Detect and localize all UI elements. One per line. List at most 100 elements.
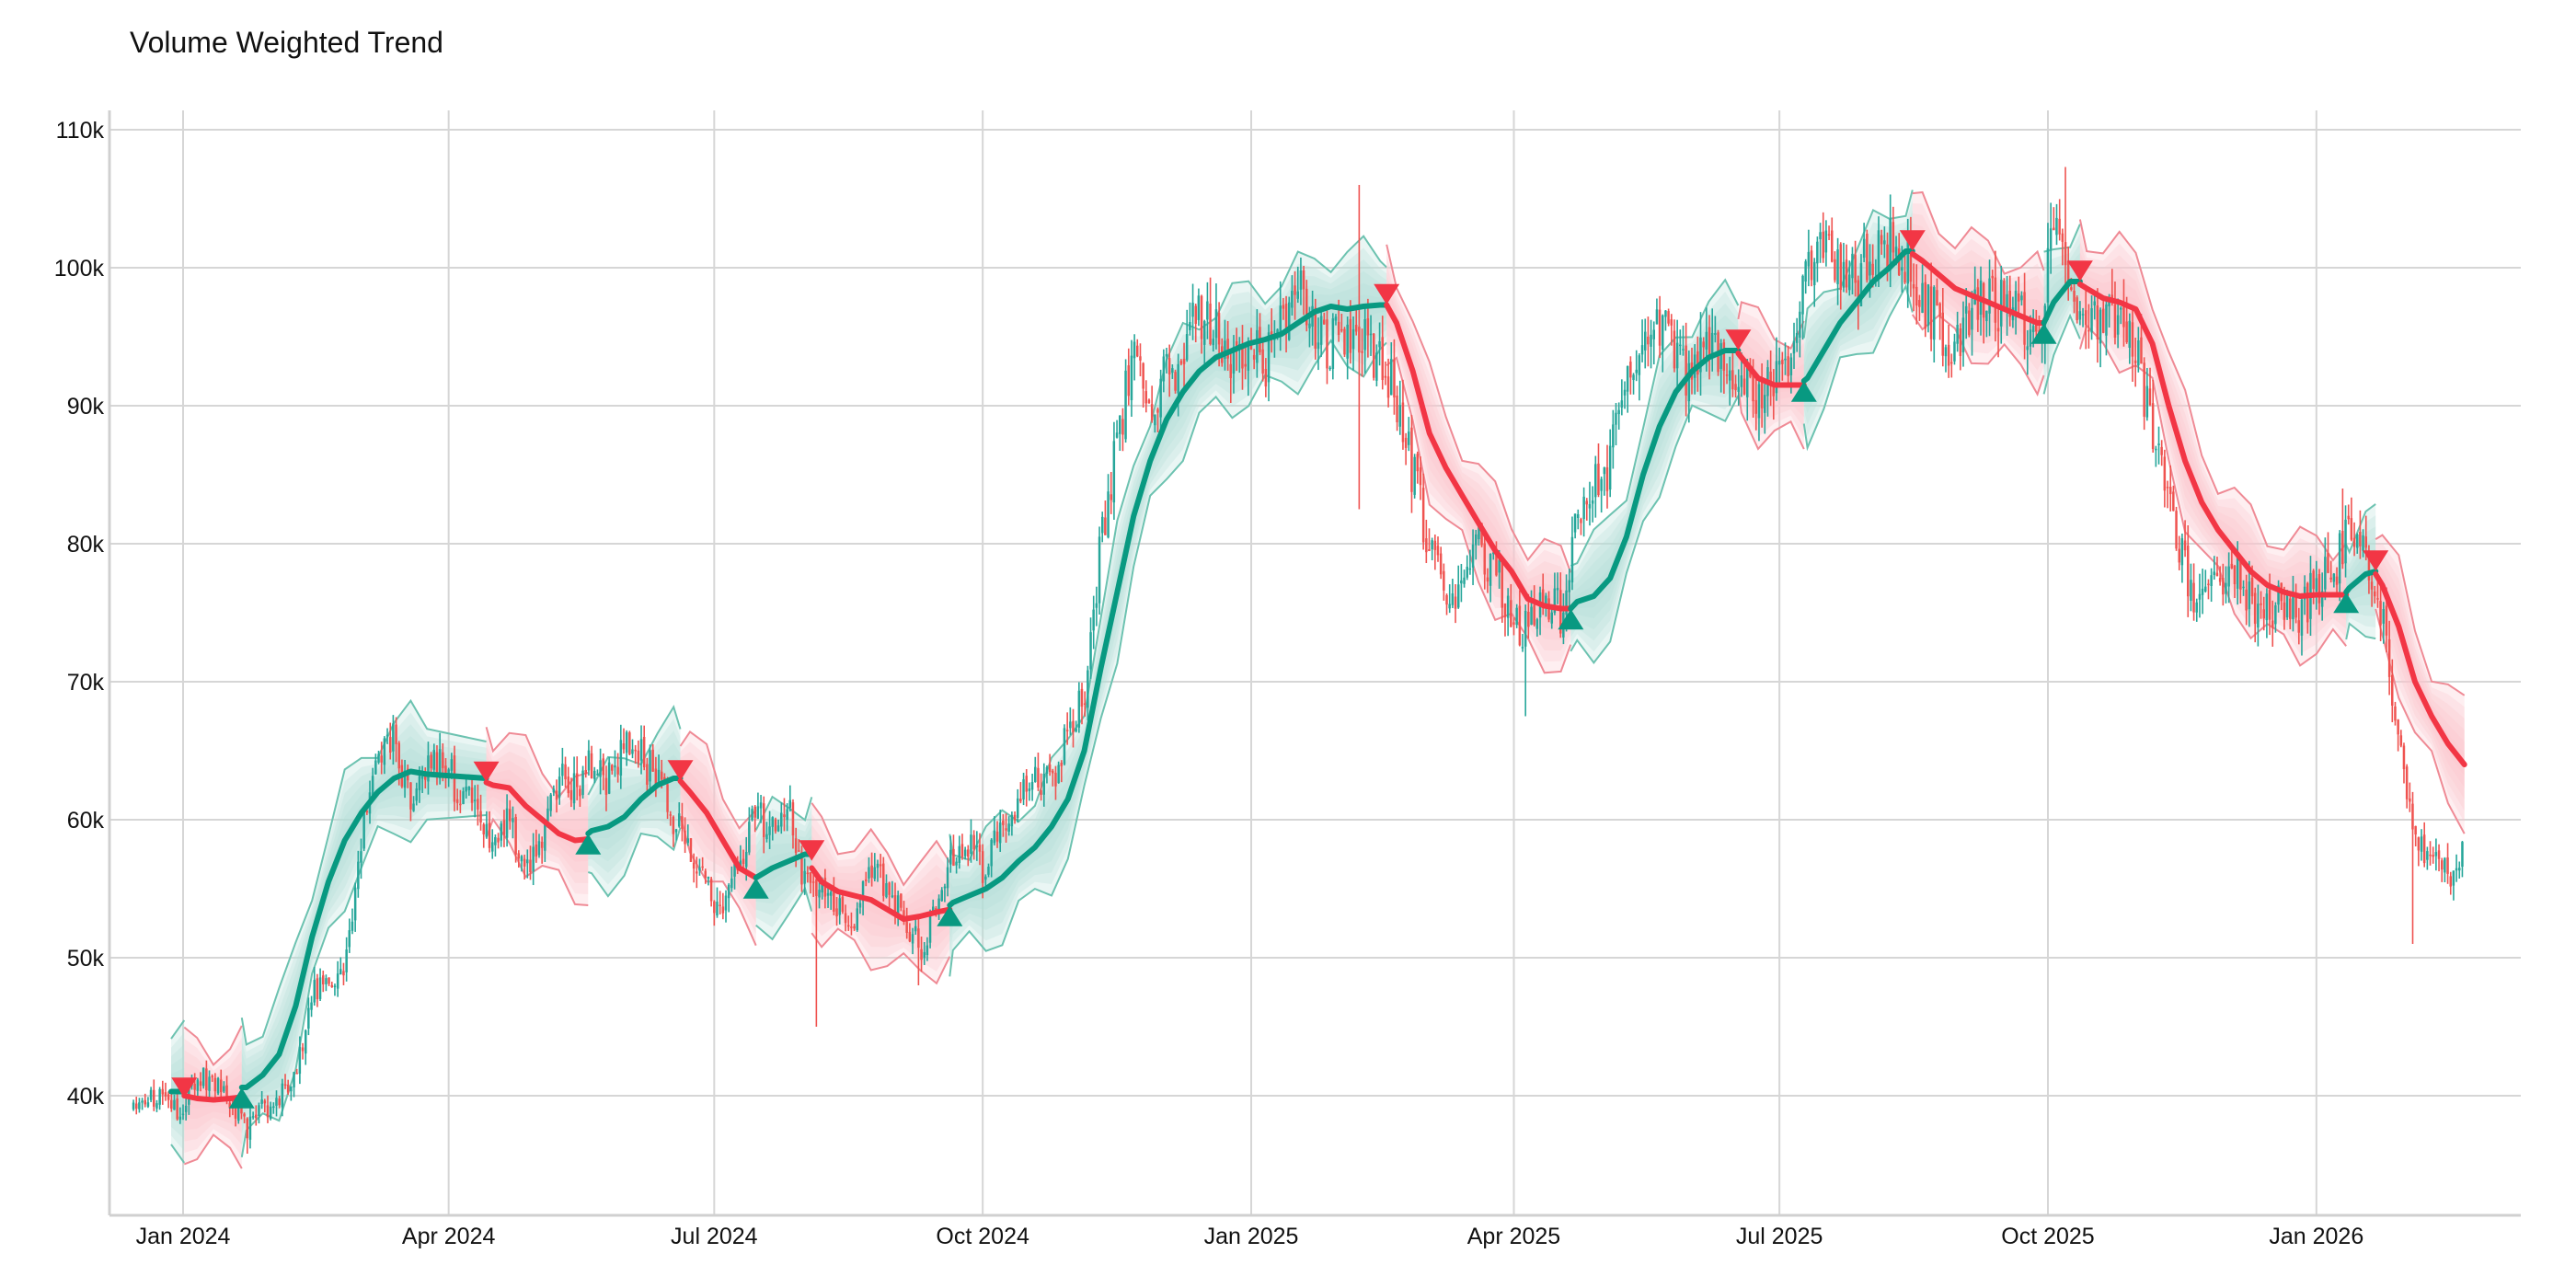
bear-trend-segment	[181, 1093, 245, 1103]
bear-candle	[1410, 415, 1413, 513]
bear-candle	[622, 728, 626, 754]
bull-candle	[348, 918, 351, 953]
bear-candle	[791, 799, 795, 849]
bull-candle	[1655, 298, 1659, 325]
bull-candle	[2292, 575, 2294, 632]
bear-candle	[1174, 369, 1177, 394]
bull-band-layer	[588, 707, 681, 897]
bear-candle	[1194, 303, 1197, 343]
bull-candle	[485, 811, 489, 839]
bull-band-layer	[949, 270, 1387, 941]
bull-band-layer	[1570, 303, 1739, 641]
bull-candle	[2362, 529, 2364, 558]
bear-candle	[1209, 277, 1212, 346]
bear-candle	[1605, 444, 1609, 509]
bull-candle	[1530, 590, 1533, 626]
bull-band-layer	[241, 712, 487, 1146]
bull-candle	[2020, 291, 2023, 306]
bear-signal-triangle-down-icon	[1725, 329, 1752, 351]
bull-candle	[1804, 259, 1807, 294]
bull-candle	[1317, 317, 1320, 371]
bear-candle	[316, 973, 319, 1007]
bull-trend-segment	[585, 776, 684, 836]
bear-candle	[2175, 506, 2178, 551]
bull-candle	[593, 766, 596, 784]
bear-candle	[611, 764, 614, 775]
bull-candle	[1331, 313, 1335, 380]
bull-candle	[178, 1107, 182, 1124]
bull-candle	[1369, 315, 1373, 356]
bull-candle	[1197, 288, 1201, 327]
bull-band-layer	[241, 700, 487, 1157]
bull-candle	[1328, 365, 1331, 372]
bull-candle	[975, 831, 979, 861]
bear-candle	[193, 1073, 196, 1097]
bear-signal-triangle-down-icon	[1374, 283, 1400, 305]
bear-candle	[1264, 358, 1268, 397]
bull-candle	[1889, 194, 1892, 288]
bull-candle	[293, 1072, 295, 1098]
bull-candle	[1007, 816, 1010, 836]
bull-candle	[1719, 339, 1722, 393]
bull-candle	[1626, 365, 1629, 413]
bear-candle	[952, 834, 955, 867]
bull-candle	[149, 1087, 153, 1103]
bear-candle	[1991, 270, 1994, 292]
bear-candle	[1886, 232, 1889, 282]
bull-candle	[307, 997, 310, 1036]
bull-candle	[544, 822, 546, 862]
bear-candle	[1673, 319, 1676, 373]
band-upper-edge	[2345, 503, 2376, 555]
bear-candle	[176, 1092, 178, 1121]
bull-candle	[2014, 281, 2018, 335]
bear-candle	[1769, 351, 1772, 407]
bull-candle	[1638, 353, 1641, 401]
bear-candle	[2073, 281, 2076, 314]
bull-candle	[385, 728, 389, 744]
bear-candle	[144, 1093, 146, 1108]
bull-candle	[1463, 569, 1466, 588]
bear-candle	[763, 796, 765, 854]
bull-candle	[2157, 426, 2160, 465]
bear-candle	[2359, 510, 2362, 559]
bear-candle	[1433, 535, 1437, 570]
bull-candle	[1448, 584, 1451, 614]
bear-candle	[709, 877, 713, 907]
bear-candle	[1597, 443, 1600, 498]
bull-candle	[1556, 572, 1559, 604]
bear-candle	[672, 815, 675, 847]
bull-candle	[2116, 298, 2120, 349]
band-upper-edge	[183, 1025, 243, 1066]
bull-candle	[2204, 569, 2207, 593]
bull-trend-segment	[1800, 248, 1915, 384]
bull-trend-segment	[238, 768, 489, 1090]
bull-candle	[520, 855, 523, 872]
bull-candle	[625, 730, 628, 766]
bear-candle	[2387, 620, 2391, 696]
bull-candle	[1107, 474, 1110, 539]
bear-candle	[1947, 324, 1950, 378]
bear-candle	[628, 730, 631, 755]
bear-candle	[1384, 361, 1387, 385]
bull-candle	[1092, 595, 1095, 650]
bull-candle	[943, 883, 947, 903]
bull-candle	[1119, 415, 1121, 452]
bull-candle	[181, 1104, 185, 1121]
bear-candle	[497, 833, 500, 849]
bear-candle	[1167, 344, 1171, 397]
band-upper-edge	[754, 795, 813, 831]
bull-candle	[1764, 382, 1766, 434]
bear-candle	[967, 845, 970, 867]
bull-candle	[1224, 319, 1226, 371]
bull-candle	[2277, 580, 2280, 613]
bear-candle	[435, 745, 439, 786]
bull-candle	[2049, 202, 2053, 274]
bull-candle	[1836, 237, 1839, 305]
bear-candle	[1854, 240, 1857, 297]
bear-band-layer	[2375, 543, 2465, 822]
bull-candle	[911, 927, 914, 955]
bull-candle	[1524, 604, 1527, 717]
bull-candle	[201, 1067, 205, 1089]
bull-candle	[258, 1102, 260, 1124]
bull-candle	[727, 883, 730, 913]
